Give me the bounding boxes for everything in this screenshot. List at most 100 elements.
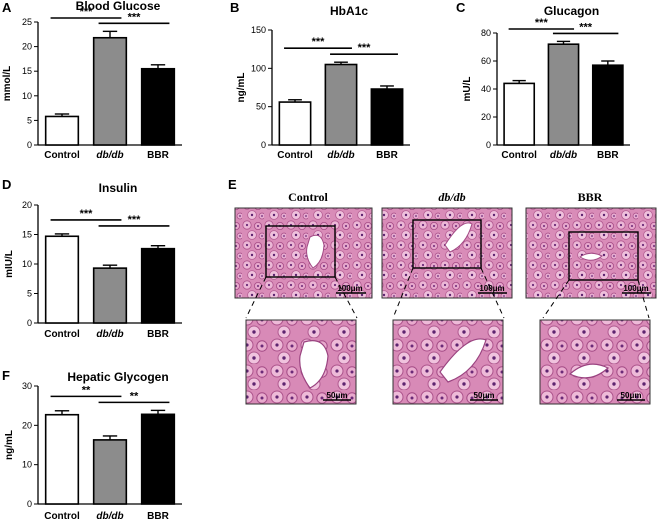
y-tick-label: 15 [22, 66, 32, 76]
y-tick-label: 150 [251, 25, 266, 35]
x-category-label: BBR [597, 150, 619, 161]
panel-letter-f: F [2, 368, 10, 383]
y-tick-label: 20 [22, 200, 32, 210]
panel-letter-c: C [456, 0, 466, 15]
y-tick-label: 5 [27, 289, 32, 299]
x-category-label: Control [277, 150, 313, 161]
insulin-chart: Insulin mIU/L 0 5 10 15 20 Control db/db BBR *** **… [4, 181, 182, 340]
y-tick-label: 40 [481, 84, 491, 94]
bar-control [503, 82, 536, 146]
y-tick-label: 25 [22, 17, 32, 27]
y-tick-label: 20 [22, 42, 32, 52]
blood-glucose-chart: Blood Glucose mmol/L 0 5 10 15 20 25 Control db/d… [2, 0, 182, 161]
chart-title: Glucagon [544, 4, 599, 18]
histology-zoom-bbr: 50μm [539, 319, 651, 405]
bar-bbr [370, 88, 404, 146]
x-category-label: BBR [147, 329, 169, 340]
x-category-label: Control [44, 329, 80, 340]
significance-label: *** [358, 42, 372, 54]
y-tick-label: 10 [22, 460, 32, 470]
x-category-label: db/db [96, 329, 123, 340]
y-tick-label: 0 [27, 318, 32, 328]
scale-bar-label-dbdb-top: 100μm [479, 284, 504, 293]
y-tick-label: 0 [27, 499, 32, 509]
significance-label: *** [535, 17, 549, 29]
y-axis-label: mU/L [462, 77, 473, 102]
histology-image-dbdb: 100μm [381, 207, 513, 299]
x-category-label: Control [501, 150, 537, 161]
hba1c-chart: HbA1c ng/mL 0 50 100 150 Control db/db BBR *** *** [236, 4, 410, 161]
zoom-lines [245, 267, 650, 319]
chart-title: Blood Glucose [76, 0, 161, 13]
bar-bbr [140, 67, 176, 146]
bar-control [44, 413, 80, 505]
y-axis-label: ng/mL [236, 73, 247, 103]
x-category-label: db/db [96, 150, 123, 161]
y-tick-label: 20 [22, 420, 32, 430]
histology-image-bbr: 100μm [525, 207, 657, 299]
histology-panel: Control db/db BBR 100μm 100μm 100μm [234, 190, 657, 405]
x-category-label: BBR [147, 150, 169, 161]
y-tick-label: 100 [251, 63, 266, 73]
y-tick-label: 0 [27, 140, 32, 150]
significance-label: *** [128, 11, 142, 23]
significance-label: *** [312, 36, 326, 48]
bar-control [44, 235, 80, 324]
significance-label: *** [80, 6, 94, 18]
histology-image-control: 100μm [234, 207, 373, 299]
scale-bar-label-control-top: 100μm [337, 284, 362, 293]
significance-label: ** [82, 384, 91, 396]
x-category-label: db/db [96, 511, 123, 522]
histology-title-dbdb: db/db [438, 190, 465, 204]
bar-dbdb [92, 267, 128, 324]
chart-title: Insulin [99, 181, 138, 195]
panel-letter-e: E [228, 177, 237, 192]
hepatic-glycogen-chart: Hepatic Glycogen ng/mL 0 10 20 30 Control db/db… [4, 370, 182, 522]
y-tick-label: 10 [22, 91, 32, 101]
histology-title-control: Control [288, 190, 328, 204]
x-category-label: db/db [550, 150, 577, 161]
histology-title-bbr: BBR [578, 190, 603, 204]
histology-zoom-dbdb: 50μm [392, 319, 504, 405]
bar-bbr [591, 64, 624, 146]
panel-letter-a: A [2, 0, 12, 15]
bar-dbdb [324, 63, 358, 146]
y-tick-label: 30 [22, 381, 32, 391]
bar-dbdb [92, 439, 128, 505]
bar-control [278, 101, 312, 146]
y-tick-label: 20 [481, 112, 491, 122]
y-tick-label: 10 [22, 259, 32, 269]
bar-dbdb [547, 43, 580, 146]
bar-dbdb [92, 36, 128, 146]
y-tick-label: 60 [481, 56, 491, 66]
y-tick-label: 0 [486, 140, 491, 150]
scale-bar-label-dbdb-bottom: 50μm [474, 391, 495, 400]
y-axis-label: mmol/L [2, 66, 13, 102]
panel-letter-b: B [230, 0, 239, 15]
y-tick-label: 0 [261, 140, 266, 150]
y-tick-label: 50 [256, 102, 266, 112]
y-tick-label: 80 [481, 28, 491, 38]
significance-label: ** [130, 390, 139, 402]
x-category-label: BBR [147, 511, 169, 522]
chart-title: HbA1c [330, 4, 368, 18]
bar-bbr [140, 247, 176, 324]
x-category-label: BBR [376, 150, 398, 161]
x-category-label: Control [44, 511, 80, 522]
y-tick-label: 5 [27, 115, 32, 125]
bar-bbr [140, 413, 176, 505]
x-category-label: Control [44, 150, 80, 161]
scale-bar-label-control-bottom: 50μm [327, 391, 348, 400]
y-axis-label: ng/mL [4, 430, 15, 460]
scale-bar-label-bbr-top: 100μm [623, 284, 648, 293]
chart-title: Hepatic Glycogen [67, 370, 168, 384]
panel-letter-d: D [2, 177, 11, 192]
y-axis-label: mIU/L [4, 250, 15, 278]
significance-label: *** [128, 214, 142, 226]
bar-control [44, 115, 80, 146]
y-tick-label: 15 [22, 230, 32, 240]
significance-label: *** [80, 208, 94, 220]
significance-label: *** [579, 21, 593, 33]
scale-bar-label-bbr-bottom: 50μm [621, 391, 642, 400]
